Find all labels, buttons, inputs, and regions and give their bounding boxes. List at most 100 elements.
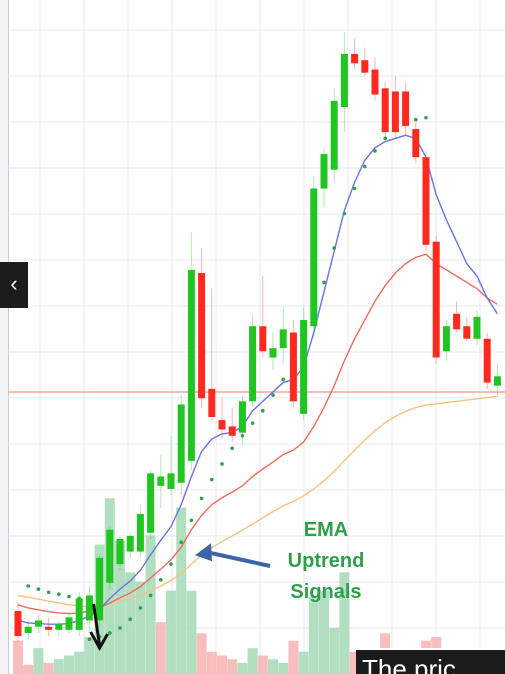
- volume-bar: [268, 659, 278, 674]
- candle-body: [96, 557, 104, 621]
- volume-bar: [206, 651, 217, 674]
- volume-bar: [43, 662, 54, 674]
- candle-body: [361, 60, 369, 73]
- candle-body: [320, 154, 328, 189]
- volume-bar: [104, 498, 115, 674]
- volume-bar: [298, 651, 309, 674]
- candle-body: [422, 157, 430, 245]
- sar-dot: [169, 562, 173, 566]
- volume-bar: [288, 640, 299, 674]
- candle-body: [412, 129, 420, 158]
- sar-dot: [220, 462, 224, 466]
- volume-bar: [217, 655, 227, 674]
- volume-bar: [176, 507, 187, 674]
- candle-body: [300, 319, 308, 414]
- volume-bar: [186, 590, 197, 674]
- candle-body: [340, 53, 348, 108]
- sar-dot: [118, 626, 122, 630]
- volume-bar: [135, 581, 146, 674]
- candle-body: [198, 273, 206, 399]
- candle-body: [177, 404, 185, 483]
- volume-bar: [319, 590, 329, 674]
- sar-dot: [67, 594, 71, 599]
- candle-body: [483, 338, 491, 383]
- annotation-text: Uptrend: [288, 550, 365, 572]
- sar-dot: [424, 115, 428, 120]
- sar-dot: [26, 584, 31, 588]
- sar-dot: [179, 540, 183, 544]
- candle-body: [65, 617, 73, 630]
- sar-dot: [414, 117, 418, 122]
- volume-bar: [247, 648, 258, 674]
- candle-body: [14, 611, 22, 637]
- candle-body: [453, 313, 461, 330]
- arrow-shaft: [206, 550, 271, 568]
- candle-body: [106, 529, 114, 583]
- volume-bar: [329, 627, 340, 674]
- sar-dot: [250, 421, 255, 426]
- volume-bar: [115, 540, 125, 674]
- candle-body: [218, 420, 226, 430]
- previous-chevron-button[interactable]: ‹: [0, 262, 28, 308]
- candle-body: [85, 595, 93, 621]
- volume-bar: [308, 596, 319, 674]
- candle-body: [371, 69, 379, 95]
- signal-arrow-shaft: [92, 603, 102, 647]
- sar-dot: [261, 408, 265, 413]
- candle-body: [279, 329, 287, 349]
- volume-bar: [84, 637, 95, 674]
- sar-dot: [271, 393, 275, 397]
- volume-bar: [23, 664, 34, 674]
- volume-bar: [339, 572, 350, 674]
- sar-dot: [189, 518, 194, 523]
- candle-body: [24, 626, 32, 633]
- candle-body: [442, 326, 450, 352]
- candle-body: [116, 539, 124, 565]
- sar-dot: [363, 164, 367, 169]
- candle-body: [432, 241, 440, 358]
- candle-body: [330, 100, 338, 170]
- ema-slow-line: [17, 395, 498, 608]
- sar-dot: [138, 606, 143, 610]
- volume-bar: [155, 622, 166, 674]
- candle-body: [126, 535, 134, 552]
- annotation-text: EMA: [304, 519, 348, 541]
- candle-body: [55, 623, 63, 630]
- sar-dot: [230, 446, 234, 451]
- candle-body: [167, 473, 175, 489]
- volume-bar: [33, 648, 44, 674]
- candle-body: [259, 326, 267, 352]
- candle-body: [34, 620, 42, 627]
- candle-body: [249, 326, 257, 402]
- sar-dot: [383, 136, 388, 141]
- sar-dot: [373, 149, 377, 153]
- sar-dot: [159, 577, 163, 582]
- caption-text: The pric: [356, 648, 505, 674]
- left-panel-edge: [0, 0, 9, 674]
- candle-body: [228, 426, 236, 436]
- candle-body: [75, 598, 83, 630]
- volume-bar: [53, 659, 64, 674]
- volume-bar: [257, 655, 268, 674]
- candle-body: [238, 401, 246, 433]
- volume-bar: [227, 659, 238, 674]
- signal-arrow-head: [89, 631, 109, 652]
- volume-bar: [196, 633, 207, 674]
- candle-body: [391, 91, 399, 133]
- candle-body: [187, 269, 195, 461]
- candle-body: [473, 316, 481, 339]
- sar-dot: [281, 377, 286, 382]
- ema-mid-line: [17, 253, 498, 615]
- volume-bar: [125, 572, 136, 674]
- sar-dot: [332, 246, 337, 250]
- volume-bar: [278, 662, 289, 674]
- sar-dot: [148, 593, 153, 598]
- candle-body: [45, 626, 53, 630]
- sar-dot: [240, 433, 245, 438]
- sar-dot: [342, 211, 347, 216]
- annotation-text: Signals: [290, 581, 361, 603]
- volume-bar: [349, 651, 360, 674]
- candle-body: [147, 473, 155, 533]
- arrow-head: [195, 543, 212, 562]
